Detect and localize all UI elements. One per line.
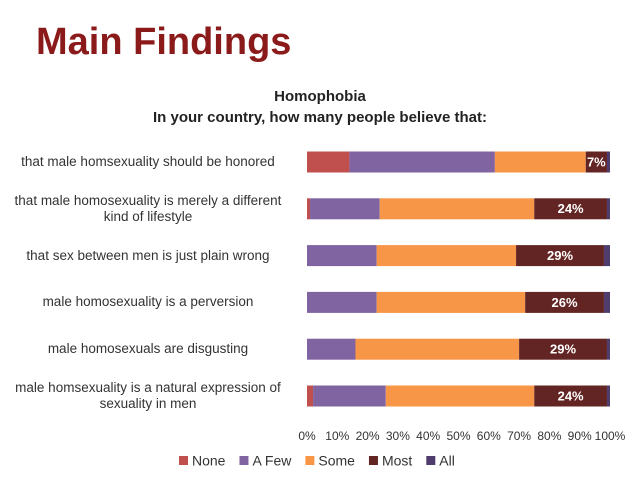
legend-label: None [192, 453, 226, 469]
legend-swatch [179, 456, 188, 465]
bar-segment [307, 291, 377, 313]
x-tick-label: 20% [356, 429, 380, 443]
legend-swatch [305, 456, 315, 465]
value-label: 24% [558, 388, 584, 403]
category-label: male homsexuality is a natural expressio… [15, 380, 281, 411]
legend-label: Most [382, 453, 412, 469]
category-label: that male homsexuality should be honored [21, 154, 275, 169]
bar-segment [307, 338, 356, 360]
bar-segment [603, 245, 610, 267]
x-tick-label: 50% [446, 429, 470, 443]
bar-segment [606, 198, 610, 220]
bar-segment [310, 198, 380, 220]
category-label: male homosexuality is a perversion [42, 294, 254, 310]
bar-segment [307, 245, 377, 267]
legend-label: A Few [252, 453, 292, 469]
bar-segment [376, 245, 517, 267]
x-tick-label: 60% [477, 429, 501, 443]
bar-segment [313, 385, 386, 407]
category-label: that male homosexuality is merely a diff… [14, 192, 282, 224]
legend-swatch [426, 456, 436, 465]
legend-swatch [368, 456, 378, 465]
x-tick-label: 0% [298, 429, 316, 443]
x-tick-label: 10% [325, 429, 349, 443]
value-label: 29% [547, 248, 573, 263]
x-tick-label: 70% [507, 429, 531, 443]
bar-segment [603, 291, 610, 313]
value-label: 26% [552, 295, 578, 310]
value-label: 29% [550, 342, 576, 357]
x-tick-label: 30% [386, 429, 410, 443]
bar-segment [307, 198, 311, 220]
x-tick-label: 90% [568, 429, 592, 443]
bar-segment [307, 151, 350, 173]
bar-segment [307, 385, 314, 407]
bar-segment [379, 198, 535, 220]
bar-segment [606, 338, 610, 360]
bar-segment [534, 198, 607, 220]
category-label: that sex between men is just plain wrong [26, 247, 270, 263]
bar-segment [525, 291, 604, 313]
legend-label: All [439, 453, 455, 469]
bar-segment [355, 338, 520, 360]
x-tick-label: 40% [416, 429, 440, 443]
bar-segment [516, 245, 604, 267]
bar-segment [585, 151, 607, 173]
bar-segment [494, 151, 586, 173]
bar-segment [534, 385, 607, 407]
value-label: 7% [587, 154, 606, 169]
x-tick-label: 80% [537, 429, 561, 443]
bar-segment [606, 151, 610, 173]
value-label: 24% [558, 201, 584, 216]
legend-label: Some [318, 453, 355, 469]
bar-segment [519, 338, 607, 360]
chart-title: Homophobia [274, 88, 366, 105]
bar-segment [349, 151, 495, 173]
legend-swatch [239, 456, 249, 465]
bar-segment [385, 385, 535, 407]
slide-title: Main Findings [36, 21, 291, 63]
chart-subtitle: In your country, how many people believe… [153, 109, 487, 126]
bar-segment [376, 291, 526, 313]
bar-segment [606, 385, 610, 407]
x-tick-label: 100% [595, 429, 626, 443]
category-label: male homosexuals are disgusting [47, 341, 249, 357]
